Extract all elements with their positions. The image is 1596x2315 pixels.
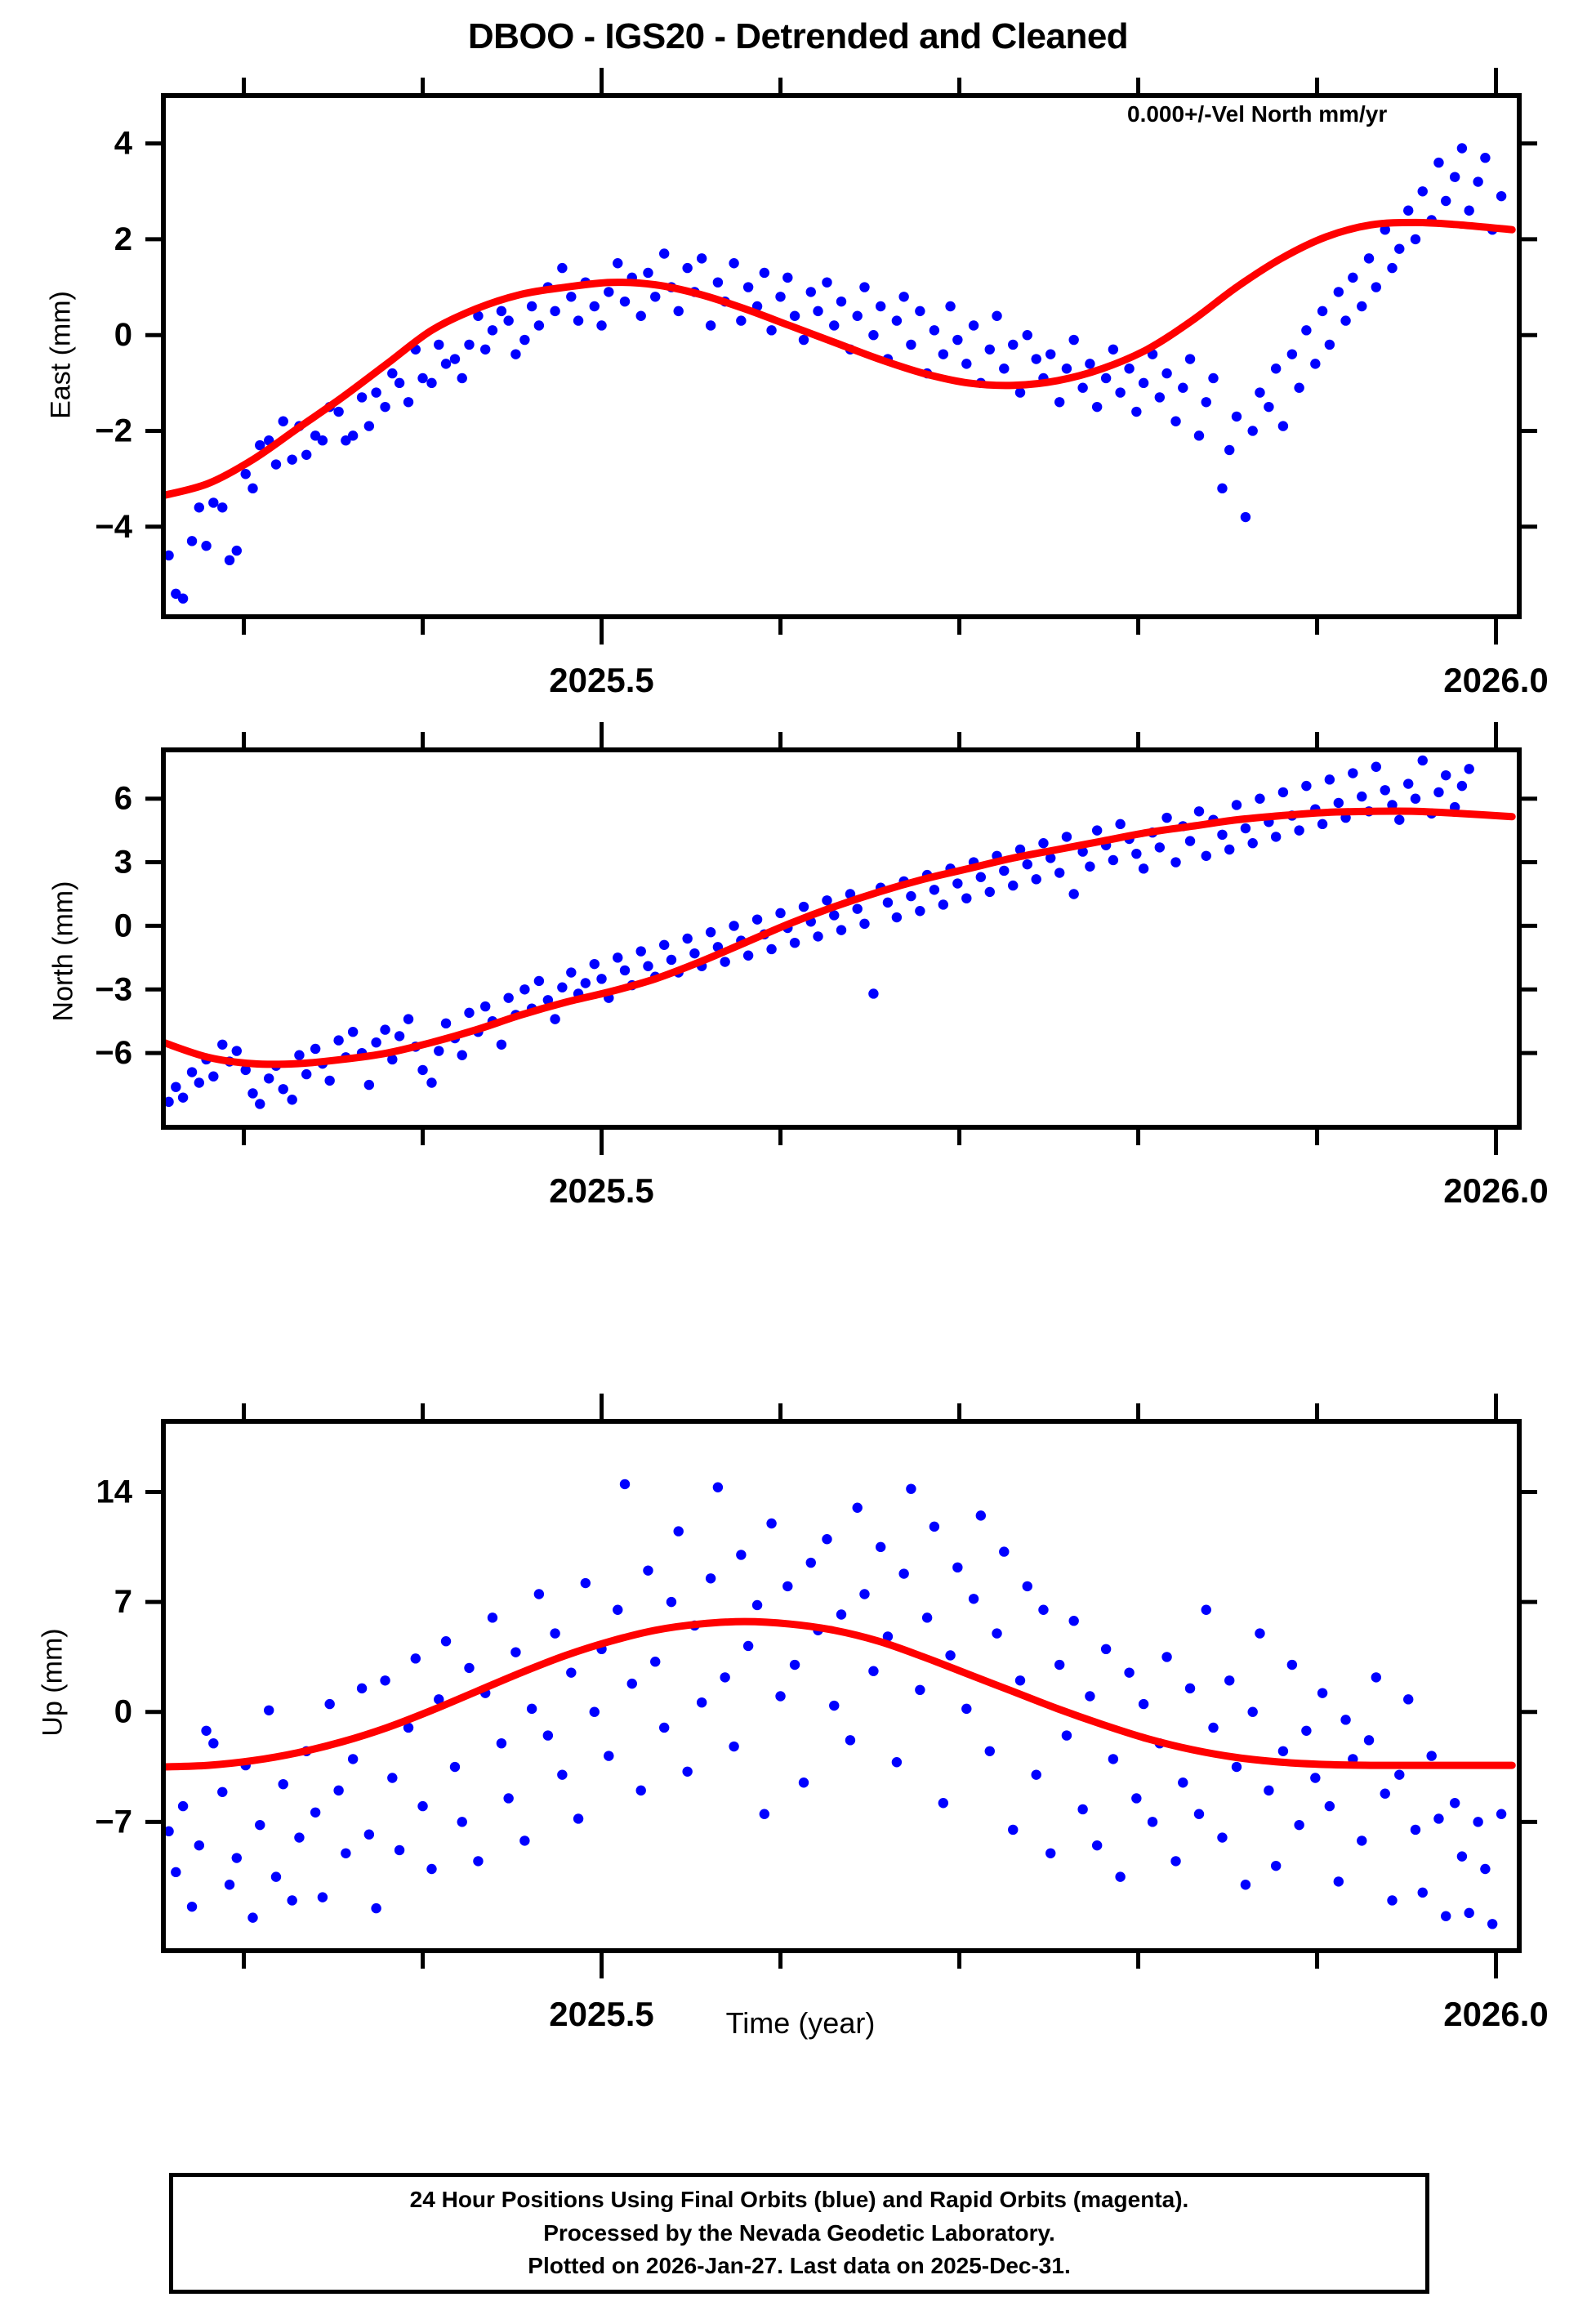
caption-box: 24 Hour Positions Using Final Orbits (bl… bbox=[169, 2173, 1429, 2294]
panel-up: Up (mm) −7 0 7 14 2025.5 2026.0 Time (year) bbox=[0, 1381, 1596, 2099]
axes-frame-up bbox=[161, 1419, 1522, 1953]
y-tick-label-up: 0 bbox=[114, 1694, 132, 1730]
y-tick-label-north: 6 bbox=[114, 781, 132, 817]
model-curve-north bbox=[163, 807, 1516, 1068]
panel-east: East (mm) 0.000+/-Vel North mm/yr −4 −2 0 2… bbox=[0, 0, 1596, 711]
y-tick-label-east: 0 bbox=[114, 317, 132, 353]
x-axis-label: Time (year) bbox=[725, 2006, 876, 2040]
y-tick-label-up: 7 bbox=[114, 1584, 132, 1620]
page-title: DBOO - IGS20 - Detrended and Cleaned bbox=[467, 16, 1129, 56]
axes-frame-east bbox=[161, 93, 1522, 619]
y-tick-label-east: −4 bbox=[95, 509, 132, 545]
y-tick-label-up: 14 bbox=[96, 1474, 133, 1510]
axes-frame-north bbox=[161, 747, 1522, 1130]
x-tick-label-2025-5: 2025.5 bbox=[549, 1995, 653, 2033]
panel-up-canvas: −7 0 7 14 2025.5 2026.0 bbox=[95, 1394, 1549, 2033]
caption-line-3: Plotted on 2026-Jan-27. Last data on 202… bbox=[528, 2253, 1071, 2279]
x-tick-label-2026-0: 2026.0 bbox=[1443, 661, 1548, 699]
y-tick-label-north: 0 bbox=[114, 908, 132, 943]
x-tick-label-2026-0: 2026.0 bbox=[1443, 1171, 1548, 1210]
velocity-annotation: 0.000+/-Vel North mm/yr bbox=[1127, 101, 1388, 127]
y-tick-label-north: −6 bbox=[95, 1035, 132, 1071]
model-curve-east bbox=[163, 218, 1516, 500]
y-tick-label-north: −3 bbox=[95, 971, 132, 1007]
y-tick-label-east: −2 bbox=[95, 413, 132, 448]
panel-east-canvas: −4 −2 0 2 4 2025.5 2026.0 bbox=[95, 68, 1549, 699]
caption-line-1: 24 Hour Positions Using Final Orbits (bl… bbox=[409, 2187, 1189, 2213]
data-points-up bbox=[163, 1479, 1507, 1929]
x-tick-label-2025-5: 2025.5 bbox=[549, 661, 653, 699]
y-tick-label-up: −7 bbox=[95, 1804, 132, 1840]
model-curve-up bbox=[163, 1617, 1516, 1771]
panel-north-canvas: −6 −3 0 3 6 2025.5 2026.0 bbox=[95, 722, 1549, 1210]
y-tick-label-east: 4 bbox=[114, 126, 133, 162]
x-tick-label-2025-5: 2025.5 bbox=[549, 1171, 653, 1210]
y-tick-label-east: 2 bbox=[114, 221, 132, 257]
y-tick-label-north: 3 bbox=[114, 845, 132, 881]
panel-north: North (mm) −6 −3 0 3 6 2025.5 2026.0 bbox=[0, 711, 1596, 1381]
caption-line-2: Processed by the Nevada Geodetic Laborat… bbox=[543, 2219, 1055, 2246]
x-tick-label-2026-0: 2026.0 bbox=[1443, 1995, 1548, 2033]
data-points-east bbox=[163, 143, 1507, 604]
